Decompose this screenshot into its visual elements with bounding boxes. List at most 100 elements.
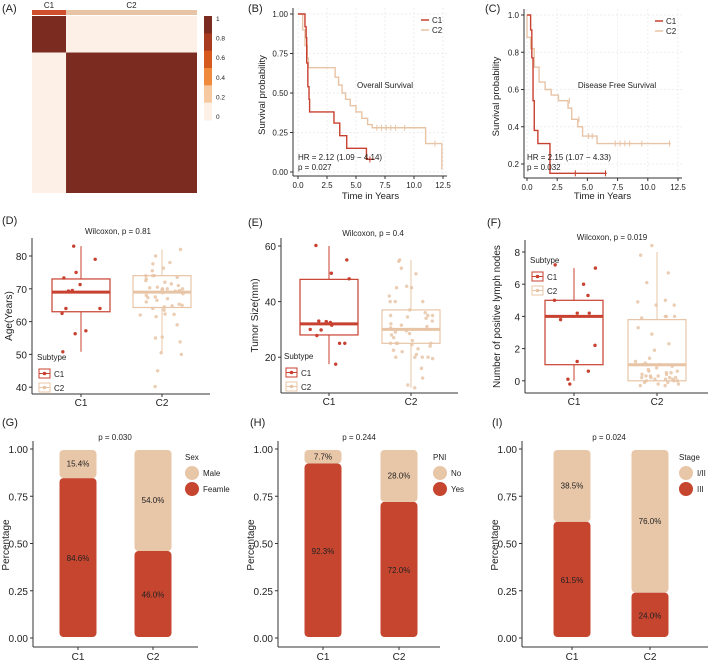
data-point xyxy=(672,379,676,383)
km-plot: 0.2 0.4 0.6 0.8 1.0 0.0 2.5 5.0 7.5 10.0 12.5 Time … xyxy=(491,9,686,202)
panel-label: (F) xyxy=(487,217,501,229)
data-point xyxy=(426,355,430,359)
hazard-ratio-text: HR = 2.12 (1.09 − 4.14) xyxy=(298,153,382,162)
legend-label: Feamle xyxy=(203,485,230,494)
cluster-label: C1 xyxy=(44,1,55,10)
data-point xyxy=(663,383,667,388)
data-point xyxy=(162,308,166,312)
test-result-title: Wilcoxon, p = 0.019 xyxy=(577,233,648,242)
data-point xyxy=(399,323,404,327)
y-tick-label: 0.75 xyxy=(9,492,29,503)
bar-value-label: 92.3% xyxy=(312,547,335,556)
legend-label: C2 xyxy=(432,26,443,35)
data-point xyxy=(179,352,184,357)
bar-value-label: 46.0% xyxy=(142,591,165,600)
data-point xyxy=(388,326,393,330)
y-tick-label: 1.00 xyxy=(498,445,518,456)
box-plot: 0 2 4 6 8 Number of positive lymph nodes Wilco… xyxy=(492,233,708,408)
data-point xyxy=(62,276,66,280)
data-point xyxy=(654,366,659,370)
legend-title: Sex xyxy=(185,453,199,462)
data-point xyxy=(553,263,557,267)
data-point xyxy=(407,331,412,336)
legend-key-yes xyxy=(433,482,447,496)
data-point xyxy=(405,284,409,289)
box-plot: 40 50 60 70 80 Age(Years) Wilcoxon, p = 0.81 C1… xyxy=(4,227,210,409)
data-point xyxy=(650,243,654,248)
colorbar-tick: 0.4 xyxy=(216,75,225,82)
bar-value-label: 7.7% xyxy=(314,452,332,461)
data-point xyxy=(650,332,654,336)
data-point xyxy=(160,288,164,292)
bar-value-label: 24.0% xyxy=(639,611,662,620)
x-axis-label: Time in Years xyxy=(342,191,399,202)
legend-key-dot xyxy=(535,288,540,293)
legend-key-dot xyxy=(42,385,47,390)
x-tick-label: 5.0 xyxy=(350,181,362,190)
data-point xyxy=(406,383,410,387)
data-point xyxy=(638,383,643,388)
data-point xyxy=(163,280,167,284)
data-point xyxy=(414,352,419,357)
y-tick-label: 0.75 xyxy=(498,492,518,503)
heatmap-block xyxy=(32,16,67,53)
y-tick-label: 0.50 xyxy=(272,89,288,98)
data-point xyxy=(644,379,648,383)
data-point xyxy=(430,313,435,318)
x-tick-label: 0.0 xyxy=(521,183,533,192)
y-axis-label: Percentage xyxy=(1,519,12,571)
legend-label: C1 xyxy=(666,17,677,26)
data-point xyxy=(319,328,323,332)
data-point xyxy=(568,382,572,386)
data-point xyxy=(324,319,328,324)
y-tick-label: 0.75 xyxy=(254,492,274,503)
panel-label: (B) xyxy=(248,3,263,15)
test-result-title: p = 0.030 xyxy=(98,433,132,442)
legend-label: C2 xyxy=(301,383,312,392)
test-result-title: p = 0.244 xyxy=(342,433,376,442)
legend-key-dot xyxy=(289,384,294,389)
test-result-title: Wilcoxon, p = 0.81 xyxy=(85,227,152,236)
data-point xyxy=(644,374,648,378)
data-point xyxy=(64,306,68,311)
colorbar-segment xyxy=(204,102,212,121)
data-point xyxy=(154,314,158,319)
data-point xyxy=(429,341,433,345)
x-tick-label: C2 xyxy=(156,398,169,409)
y-tick-label: 50 xyxy=(16,350,28,361)
plot-annotation: Disease Free Survival xyxy=(578,81,656,90)
data-point xyxy=(387,294,392,298)
y-tick-label: 0.25 xyxy=(498,587,518,598)
data-point xyxy=(169,282,173,286)
data-point xyxy=(663,377,668,381)
data-point xyxy=(181,292,185,296)
data-point xyxy=(393,330,398,334)
bar-segment-iii xyxy=(631,592,669,637)
legend-label: C1 xyxy=(547,273,558,282)
data-point xyxy=(400,349,404,354)
consensus-heatmap: C1 C2 1 0.8 0.6 0.4 0.2 0 xyxy=(32,1,225,194)
x-tick-label: C1 xyxy=(75,398,88,409)
y-tick-label: 6 xyxy=(514,280,520,291)
data-point xyxy=(394,355,398,359)
data-point xyxy=(647,369,651,373)
data-point xyxy=(575,311,579,315)
box-c1 xyxy=(299,278,359,336)
bar-value-label: 15.4% xyxy=(67,460,90,469)
bar-value-label: 28.0% xyxy=(388,471,411,480)
legend-key-no xyxy=(433,466,447,480)
data-point xyxy=(672,314,677,319)
data-point xyxy=(426,313,430,318)
data-point xyxy=(153,254,158,258)
data-point xyxy=(410,327,415,332)
data-point xyxy=(153,295,157,299)
data-point xyxy=(178,247,183,252)
data-point xyxy=(170,304,174,308)
data-point xyxy=(155,369,160,373)
data-point xyxy=(389,322,393,326)
data-point xyxy=(640,372,644,377)
data-point xyxy=(428,344,432,348)
data-point xyxy=(670,364,674,369)
data-point xyxy=(163,312,167,316)
y-tick-label: 0.8 xyxy=(508,48,520,57)
